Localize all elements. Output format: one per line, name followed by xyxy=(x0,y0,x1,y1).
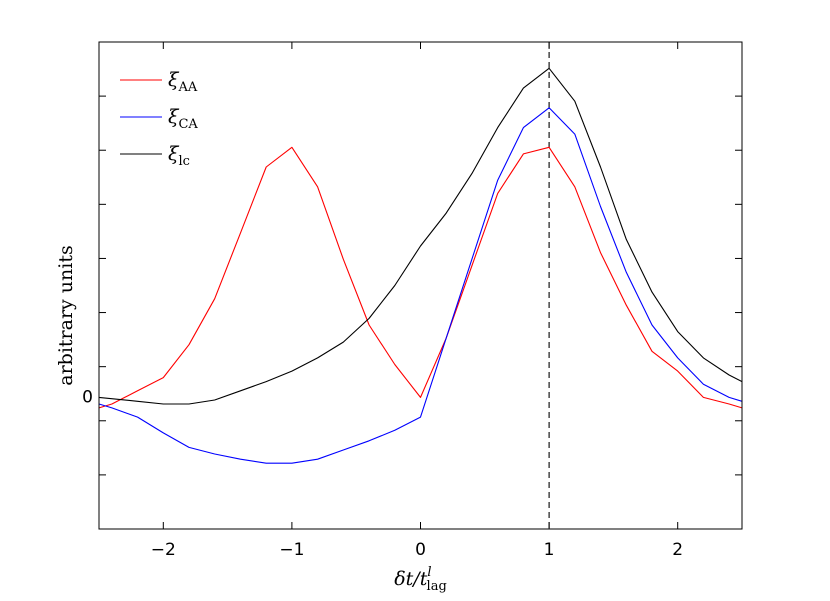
legend-label-ca: ξCA xyxy=(168,106,198,132)
x-axis-label-sup: l xyxy=(427,565,431,580)
series-line-lc xyxy=(98,67,743,405)
x-tick-label: 0 xyxy=(415,540,426,560)
series-lines xyxy=(98,67,743,464)
series-line-ca xyxy=(98,107,743,464)
y-tick-label-zero: 0 xyxy=(82,387,93,407)
x-tick-label: −1 xyxy=(279,540,304,560)
x-axis-label: δt/tl lag xyxy=(394,565,447,594)
tick-marks xyxy=(99,42,742,529)
x-axis-label-main: δt/t xyxy=(394,568,427,590)
legend-label-aa: ξAA xyxy=(168,69,198,95)
legend: ξAA ξCA ξlc xyxy=(120,69,198,169)
legend-label-lc: ξlc xyxy=(168,143,190,169)
x-axis-label-sub: lag xyxy=(427,579,447,594)
x-tick-label: 2 xyxy=(672,540,683,560)
plot-frame xyxy=(98,41,743,530)
series-line-aa xyxy=(98,146,743,409)
y-axis-label: arbitrary units xyxy=(55,245,77,386)
x-tick-label: 1 xyxy=(544,540,555,560)
x-tick-label: −2 xyxy=(151,540,176,560)
x-tick-labels: −2 −1 0 1 2 xyxy=(151,540,683,560)
